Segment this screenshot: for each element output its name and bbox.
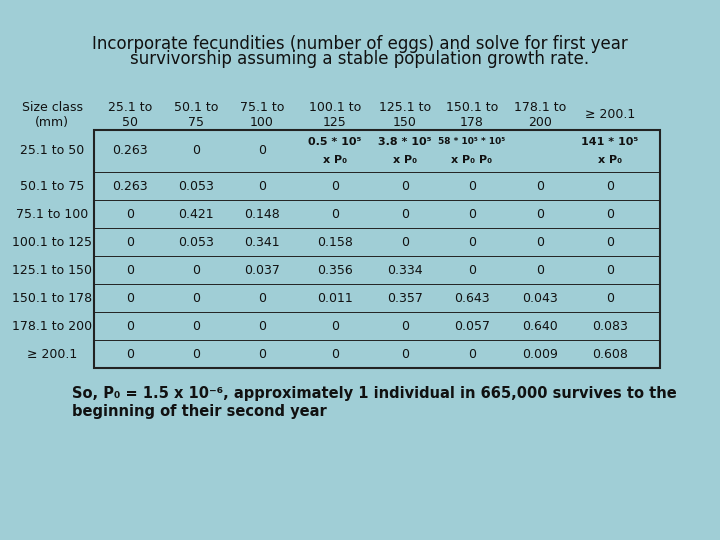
Text: 0: 0 bbox=[331, 207, 339, 220]
Text: 0: 0 bbox=[126, 235, 134, 248]
Text: 0.640: 0.640 bbox=[522, 320, 558, 333]
Text: 141 * 10⁵: 141 * 10⁵ bbox=[581, 137, 639, 147]
Text: 0.053: 0.053 bbox=[178, 235, 214, 248]
Text: 0: 0 bbox=[468, 348, 476, 361]
Text: 178.1 to 200: 178.1 to 200 bbox=[12, 320, 92, 333]
Text: 0: 0 bbox=[401, 207, 409, 220]
Text: 100.1 to
125: 100.1 to 125 bbox=[309, 101, 361, 129]
Text: 0: 0 bbox=[192, 292, 200, 305]
Bar bbox=[94, 130, 660, 368]
Text: Incorporate fecundities (number of eggs) and solve for first year: Incorporate fecundities (number of eggs)… bbox=[92, 35, 628, 53]
Text: 0.083: 0.083 bbox=[592, 320, 628, 333]
Text: 0: 0 bbox=[258, 179, 266, 192]
Text: 0: 0 bbox=[126, 292, 134, 305]
Text: 0: 0 bbox=[331, 320, 339, 333]
Text: 0: 0 bbox=[126, 264, 134, 276]
Text: 0: 0 bbox=[536, 264, 544, 276]
Text: 0: 0 bbox=[192, 145, 200, 158]
Text: 0.341: 0.341 bbox=[244, 235, 280, 248]
Text: 0: 0 bbox=[536, 179, 544, 192]
Text: x P₀: x P₀ bbox=[598, 155, 622, 165]
Text: 0: 0 bbox=[468, 235, 476, 248]
Text: 0.334: 0.334 bbox=[387, 264, 423, 276]
Text: 0.158: 0.158 bbox=[317, 235, 353, 248]
Text: 0.148: 0.148 bbox=[244, 207, 280, 220]
Text: 0: 0 bbox=[606, 235, 614, 248]
Text: 0.263: 0.263 bbox=[112, 145, 148, 158]
Text: 0: 0 bbox=[606, 292, 614, 305]
Text: 0: 0 bbox=[258, 348, 266, 361]
Text: 0: 0 bbox=[401, 179, 409, 192]
Text: 0: 0 bbox=[606, 264, 614, 276]
Text: 3.8 * 10⁵: 3.8 * 10⁵ bbox=[378, 137, 432, 147]
Text: beginning of their second year: beginning of their second year bbox=[72, 404, 327, 419]
Text: 0: 0 bbox=[468, 207, 476, 220]
Text: 0: 0 bbox=[606, 179, 614, 192]
Text: x P₀: x P₀ bbox=[393, 155, 417, 165]
Text: 0.643: 0.643 bbox=[454, 292, 490, 305]
Text: 0: 0 bbox=[192, 264, 200, 276]
Text: 0: 0 bbox=[126, 348, 134, 361]
Text: 0.357: 0.357 bbox=[387, 292, 423, 305]
Text: 150.1 to
178: 150.1 to 178 bbox=[446, 101, 498, 129]
Text: 0: 0 bbox=[606, 207, 614, 220]
Text: 0: 0 bbox=[126, 320, 134, 333]
Text: 0: 0 bbox=[258, 145, 266, 158]
Text: 0.608: 0.608 bbox=[592, 348, 628, 361]
Text: 125.1 to 150: 125.1 to 150 bbox=[12, 264, 92, 276]
Text: 0.263: 0.263 bbox=[112, 179, 148, 192]
Text: 0.037: 0.037 bbox=[244, 264, 280, 276]
Text: 0.421: 0.421 bbox=[178, 207, 214, 220]
Text: 0.5 * 10⁵: 0.5 * 10⁵ bbox=[308, 137, 361, 147]
Text: 0: 0 bbox=[192, 320, 200, 333]
Text: 0.043: 0.043 bbox=[522, 292, 558, 305]
Text: So, P₀ = 1.5 x 10⁻⁶, approximately 1 individual in 665,000 survives to the: So, P₀ = 1.5 x 10⁻⁶, approximately 1 ind… bbox=[72, 386, 677, 401]
Text: 0.009: 0.009 bbox=[522, 348, 558, 361]
Text: 50.1 to
75: 50.1 to 75 bbox=[174, 101, 218, 129]
Text: Size class
(mm): Size class (mm) bbox=[22, 101, 83, 129]
Text: 25.1 to
50: 25.1 to 50 bbox=[108, 101, 152, 129]
Text: 0: 0 bbox=[126, 207, 134, 220]
Text: 0: 0 bbox=[468, 179, 476, 192]
Text: 0: 0 bbox=[192, 348, 200, 361]
Text: x P₀ P₀: x P₀ P₀ bbox=[451, 155, 492, 165]
Text: 58 * 10⁵ * 10⁵: 58 * 10⁵ * 10⁵ bbox=[438, 138, 505, 146]
Text: 0.356: 0.356 bbox=[317, 264, 353, 276]
Text: 0: 0 bbox=[331, 348, 339, 361]
Text: 100.1 to 125: 100.1 to 125 bbox=[12, 235, 92, 248]
Text: 50.1 to 75: 50.1 to 75 bbox=[20, 179, 84, 192]
Text: 0: 0 bbox=[536, 207, 544, 220]
Text: 75.1 to 100: 75.1 to 100 bbox=[16, 207, 88, 220]
Text: 0: 0 bbox=[401, 320, 409, 333]
Text: 75.1 to
100: 75.1 to 100 bbox=[240, 101, 284, 129]
Text: 150.1 to 178: 150.1 to 178 bbox=[12, 292, 92, 305]
Text: ≥ 200.1: ≥ 200.1 bbox=[27, 348, 77, 361]
Text: 0: 0 bbox=[401, 348, 409, 361]
Text: 178.1 to
200: 178.1 to 200 bbox=[514, 101, 566, 129]
Text: x P₀: x P₀ bbox=[323, 155, 347, 165]
Text: 0: 0 bbox=[401, 235, 409, 248]
Text: ≥ 200.1: ≥ 200.1 bbox=[585, 109, 635, 122]
Text: survivorship assuming a stable population growth rate.: survivorship assuming a stable populatio… bbox=[130, 50, 590, 68]
Text: 0: 0 bbox=[536, 235, 544, 248]
Text: 0: 0 bbox=[468, 264, 476, 276]
Text: 0: 0 bbox=[258, 320, 266, 333]
Text: 25.1 to 50: 25.1 to 50 bbox=[20, 145, 84, 158]
Text: 0: 0 bbox=[331, 179, 339, 192]
Text: 0.053: 0.053 bbox=[178, 179, 214, 192]
Text: 0: 0 bbox=[258, 292, 266, 305]
Text: 125.1 to
150: 125.1 to 150 bbox=[379, 101, 431, 129]
Text: 0.011: 0.011 bbox=[317, 292, 353, 305]
Text: 0.057: 0.057 bbox=[454, 320, 490, 333]
